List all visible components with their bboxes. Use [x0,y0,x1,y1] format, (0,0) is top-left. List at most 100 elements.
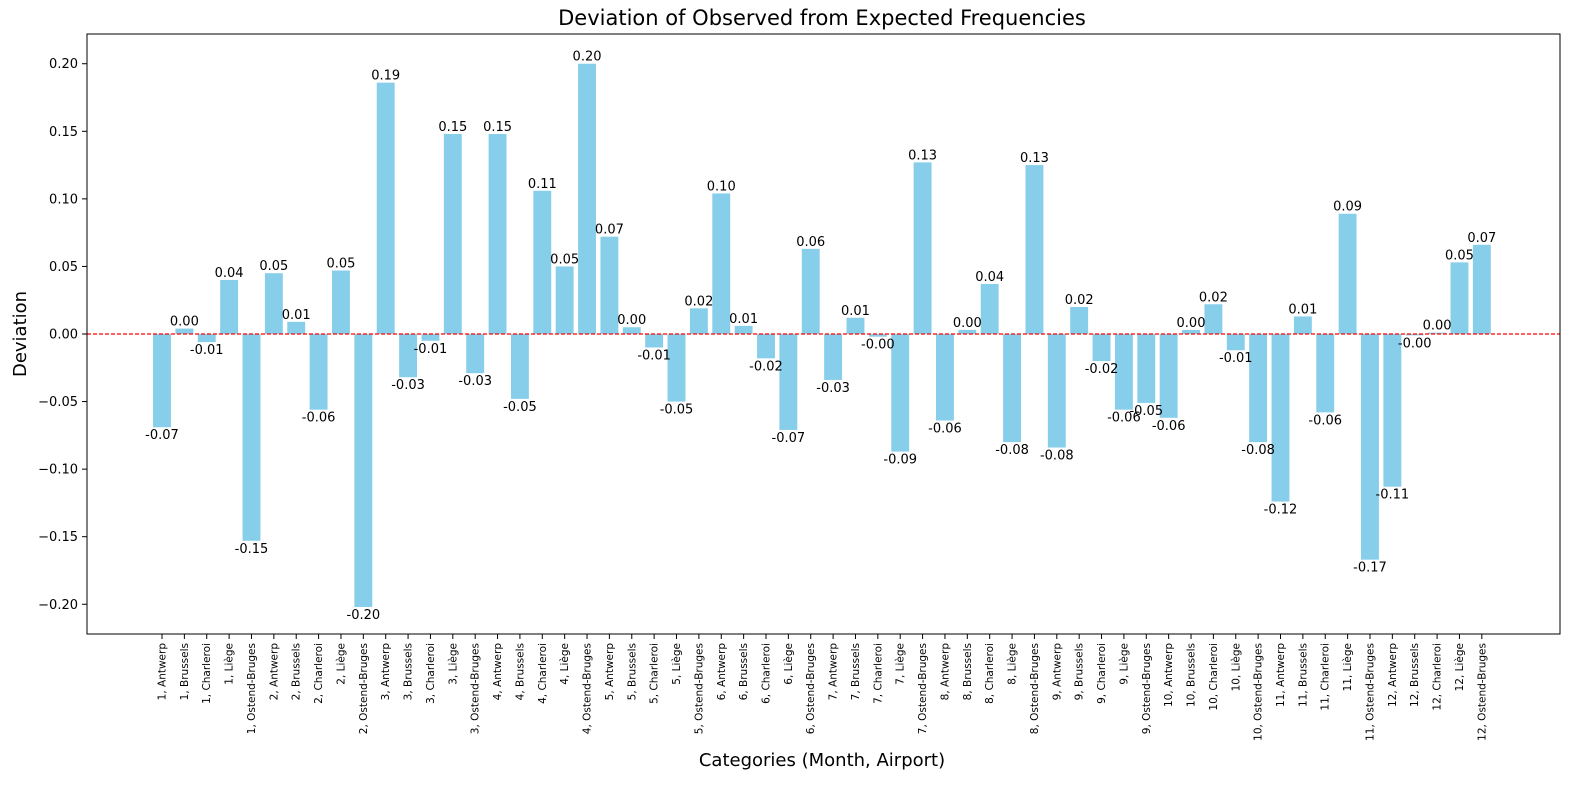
bar [757,334,775,359]
value-label: 0.05 [259,259,288,274]
x-tick-label: 11, Charleroi [1320,643,1332,711]
bar [1361,334,1379,560]
bar [1025,165,1044,334]
x-tick-label: 9, Charleroi [1096,643,1108,704]
value-label: -0.02 [749,359,783,374]
y-tick-label: 0.15 [49,125,78,140]
value-label: 0.00 [953,316,982,331]
bar [175,328,194,334]
value-label: 0.06 [796,235,825,250]
x-tick-label: 12, Charleroi [1432,643,1444,711]
bar [1405,334,1424,336]
bar [1003,334,1022,443]
bar [1204,304,1223,334]
plot-area: -0.07 0.00 -0.01 0.04 -0.15 0.05 0.01 -0.06 0.05… [38,33,1561,741]
value-label: -0.02 [1085,362,1119,377]
bar [622,327,641,334]
bar [1070,306,1089,334]
value-label: -0.12 [1264,503,1298,518]
value-label: -0.17 [1353,561,1387,576]
bar [466,334,485,374]
x-tick-label: 8, Ostend-Bruges [1029,643,1041,734]
x-tick-label: 10, Ostend-Bruges [1253,643,1265,741]
bar [376,82,395,335]
bar [667,334,686,402]
value-label: 0.05 [550,252,579,267]
value-label: 0.09 [1333,200,1362,215]
value-label: -0.06 [1152,419,1186,434]
value-label: -0.06 [1308,413,1342,428]
value-label: -0.01 [1219,351,1253,366]
x-tick-label: 12, Liège [1454,643,1466,691]
value-label: -0.05 [1129,404,1163,419]
x-tick-label: 4, Ostend-Bruges [582,643,594,734]
value-label: 0.02 [684,294,713,309]
x-tick-label: 7, Antwerp [828,643,840,701]
x-tick-label: 1, Ostend-Bruges [246,643,258,734]
x-tick-label: 12, Antwerp [1387,643,1399,707]
value-label: -0.09 [883,453,917,468]
value-label: -0.01 [637,349,671,364]
value-label: 0.04 [975,270,1004,285]
bar [980,284,999,334]
x-tick-label: 3, Antwerp [380,643,392,701]
x-tick-label: 1, Brussels [179,643,191,700]
bar [1159,334,1178,418]
x-tick-label: 2, Antwerp [268,643,280,701]
x-tick-label: 4, Antwerp [492,643,504,701]
value-label: 0.20 [573,50,602,65]
bar [220,279,239,334]
value-label: -0.07 [772,431,806,446]
bar [488,134,507,334]
bar [153,334,171,428]
bar [1271,334,1290,502]
y-tick-label: −0.20 [38,598,78,613]
bar [242,334,261,541]
bar [1383,334,1402,487]
x-tick-label: 3, Brussels [403,643,415,700]
chart-title: Deviation of Observed from Expected Freq… [558,6,1086,30]
x-tick-label: 3, Ostend-Bruges [470,643,482,734]
bar [1092,334,1111,362]
bar [1047,334,1066,448]
x-tick-label: 7, Brussels [850,643,862,700]
value-label: -0.06 [302,411,336,426]
bar [555,266,574,334]
bar [1182,329,1200,334]
bar [1293,316,1312,334]
value-label: 0.15 [438,120,467,135]
bar [1450,262,1469,334]
value-label: 0.07 [1467,231,1496,246]
x-tick-label: 11, Antwerp [1275,643,1287,707]
x-tick-label: 6, Ostend-Bruges [805,643,817,734]
x-tick-label: 8, Antwerp [939,643,951,701]
value-label: -0.03 [391,378,425,393]
value-label: 0.11 [528,177,557,192]
bar [1472,244,1491,334]
value-label: -0.05 [503,400,537,415]
bar [443,134,462,334]
value-label: -0.00 [861,338,895,353]
value-label: -0.05 [660,403,694,418]
value-label: 0.02 [1065,293,1094,308]
value-label: 0.01 [729,312,758,327]
bar [421,334,440,341]
bar [734,325,753,334]
bar [600,236,619,334]
value-label: 0.04 [215,266,244,281]
value-label: -0.03 [458,374,492,389]
value-label: 0.00 [1423,319,1452,334]
x-tick-label: 11, Brussels [1297,643,1309,707]
bar [779,334,798,430]
value-label: -0.03 [816,381,850,396]
x-tick-label: 3, Charleroi [425,643,437,704]
x-tick-label: 7, Ostend-Bruges [917,643,929,734]
bar [1226,334,1245,351]
x-tick-label: 6, Antwerp [716,643,728,701]
bar [578,63,596,334]
x-tick-label: 5, Brussels [626,643,638,700]
value-label: 0.05 [1445,248,1474,263]
value-label: -0.01 [190,343,224,358]
